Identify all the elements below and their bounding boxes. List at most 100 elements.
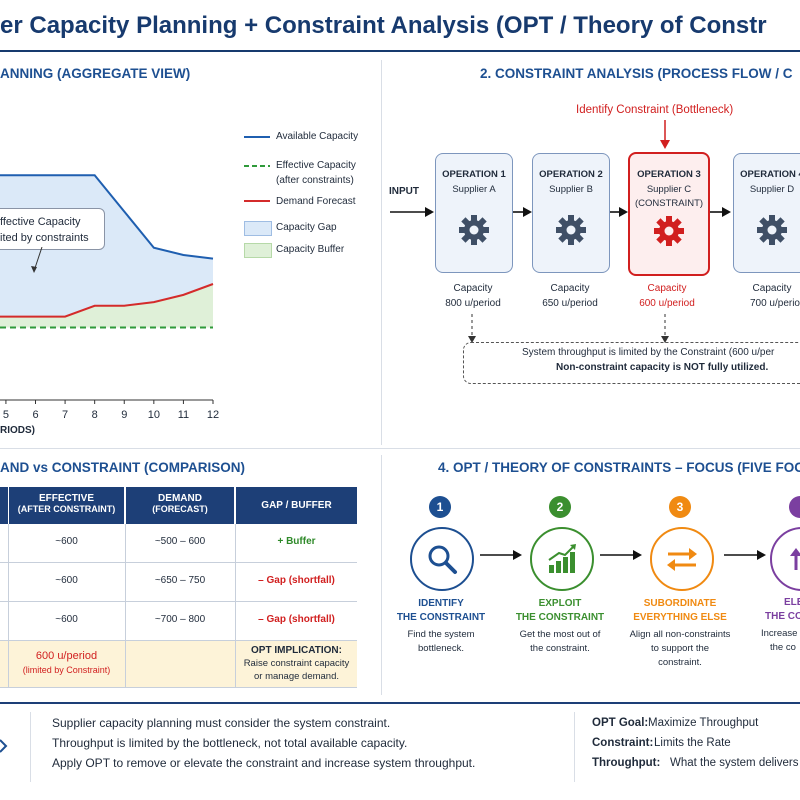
x-tick-label: 9 [121, 409, 127, 421]
legend-gap: Capacity Gap [276, 222, 337, 233]
legend-available-swatch [244, 136, 270, 138]
legend-effective-l1: Effective Capacity [276, 160, 356, 171]
header-demand-l1: DEMAND [158, 493, 202, 504]
throughput-note-line1: System throughput is limited by the Cons… [522, 347, 775, 358]
section2-heading: 2. CONSTRAINT ANALYSIS (PROCESS FLOW / C [480, 66, 793, 81]
step-3-title-l2: EVERYTHING ELSE [633, 612, 727, 623]
operation-3-capacity: 600 u/period [639, 298, 695, 309]
flow-arrows [390, 207, 731, 217]
operation-2-box: OPERATION 2 Supplier B [532, 153, 610, 273]
step-2-desc-l2: the constraint. [530, 643, 590, 654]
step-4-desc-l2: the co [770, 642, 796, 653]
footer-divider-right [574, 712, 575, 782]
legend-demand: Demand Forecast [276, 196, 356, 207]
gear-icon [459, 215, 489, 245]
step-1-title-l2: THE CONSTRAINT [396, 612, 486, 623]
section4-heading: 4. OPT / THEORY OF CONSTRAINTS – FOCUS (… [438, 460, 800, 475]
step-4-number [789, 496, 800, 518]
operation-2-capacity-label: Capacity [550, 283, 590, 294]
up-arrow-icon [790, 548, 800, 570]
table-header-effective: EFFECTIVE (AFTER CONSTRAINT) [9, 487, 124, 524]
x-tick-label: 10 [148, 409, 160, 421]
throughput-note-line2: Non-constraint capacity is NOT fully uti… [556, 362, 769, 373]
operation-3-title: OPERATION 3 [637, 169, 701, 180]
table-col-sep [125, 524, 126, 687]
section1-heading: ANNING (AGGREGATE VIEW) [0, 66, 191, 81]
vertical-divider-top [381, 60, 382, 445]
footer-def-term-1: OPT Goal: [592, 717, 649, 729]
demand-forecast-line [0, 283, 214, 318]
step-3-title-l1: SUBORDINATE [643, 598, 717, 609]
header-effective-l1: EFFECTIVE [38, 493, 94, 504]
operation-1-capacity-label: Capacity [453, 283, 493, 294]
step-4-title-l1: ELE [784, 597, 800, 608]
operation-4-supplier: Supplier D [749, 184, 795, 195]
horizontal-divider-mid [0, 448, 800, 449]
table-row: ~600 ~500 – 600 + Buffer [0, 524, 357, 563]
x-axis-label: RIODS) [0, 425, 35, 436]
magnifier-icon [428, 545, 457, 574]
operation-1-title: OPERATION 1 [442, 169, 506, 180]
identify-constraint-label: Identify Constraint (Bottleneck) [576, 104, 734, 116]
x-tick-label: 6 [32, 409, 38, 421]
step-4-desc-l1: Increase [761, 628, 798, 639]
table-row: ~600 ~700 – 800 – Gap (shortfall) [0, 602, 357, 641]
identify-arrow [660, 120, 670, 149]
capacity-chart: 5 6 7 8 9 10 11 12 [0, 174, 219, 421]
summary-effective-l1: 600 u/period [35, 650, 98, 662]
cell-gap: + Buffer [277, 536, 316, 547]
table-header-demand: DEMAND (FORECAST) [126, 487, 234, 524]
operation-2-supplier: Supplier B [549, 184, 593, 195]
cell-demand: ~500 – 600 [154, 536, 206, 547]
swap-arrows-icon [667, 548, 697, 571]
available-capacity-line [0, 174, 214, 260]
horizontal-divider-footer [0, 702, 800, 704]
footer-def-value-3: What the system delivers [670, 757, 799, 769]
cell-demand: ~700 – 800 [154, 614, 206, 625]
footer-def-term-3: Throughput: [592, 757, 661, 769]
step-2-title-l2: THE CONSTRAINT [515, 612, 605, 623]
footer-def-term-2: Constraint: [592, 737, 654, 749]
operation-4-capacity: 700 u/perio [749, 298, 800, 309]
table-col-sep [235, 524, 236, 687]
step-3-desc-l2: to support the [650, 643, 710, 654]
section3-heading: AND vs CONSTRAINT (COMPARISON) [0, 460, 246, 475]
legend-buffer-swatch [244, 243, 272, 258]
step-3-number: 3 [669, 496, 691, 518]
legend-effective-l2: (after constraints) [276, 175, 354, 186]
dashed-connectors [468, 314, 669, 343]
x-tick-label: 5 [3, 409, 9, 421]
step-2-circle [530, 527, 594, 591]
x-tick-label: 8 [92, 409, 98, 421]
table-header-stub [0, 487, 8, 524]
legend-effective-swatch [244, 165, 270, 167]
gear-icon [757, 215, 787, 245]
step-2-number: 2 [549, 496, 571, 518]
footer-line-1: Supplier capacity planning must consider… [52, 716, 391, 730]
summary-effective-l2: (limited by Constraint) [22, 665, 111, 675]
legend-demand-swatch [244, 200, 270, 202]
gear-icon [654, 216, 684, 246]
operation-3-box-constraint: OPERATION 3 Supplier C (CONSTRAINT) [628, 152, 710, 276]
header-demand-l2: (FORECAST) [152, 504, 208, 514]
cell-effective: ~600 [55, 575, 78, 586]
step-1-circle [410, 527, 474, 591]
step-2-desc-l1: Get the most out of [519, 629, 601, 640]
operation-3-capacity-label: Capacity [647, 283, 687, 294]
cell-effective: ~600 [55, 614, 78, 625]
cell-demand: ~650 – 750 [154, 575, 206, 586]
operation-1-capacity: 800 u/period [445, 298, 501, 309]
operation-4-title: OPERATION 4 [740, 169, 800, 180]
legend-available: Available Capacity [276, 131, 359, 142]
x-tick-label: 12 [207, 409, 219, 421]
x-tick-label: 7 [62, 409, 68, 421]
annotation-callout [0, 208, 105, 250]
operation-4-capacity-label: Capacity [752, 283, 792, 294]
vertical-divider-bottom [381, 455, 382, 695]
summary-impl-title: OPT IMPLICATION: [251, 645, 342, 656]
step-1-number: 1 [429, 496, 451, 518]
table-header-gap: GAP / BUFFER [236, 487, 357, 524]
operation-2-title: OPERATION 2 [539, 169, 603, 180]
step-3-circle [650, 527, 714, 591]
step-1-desc-l2: bottleneck. [418, 643, 464, 654]
